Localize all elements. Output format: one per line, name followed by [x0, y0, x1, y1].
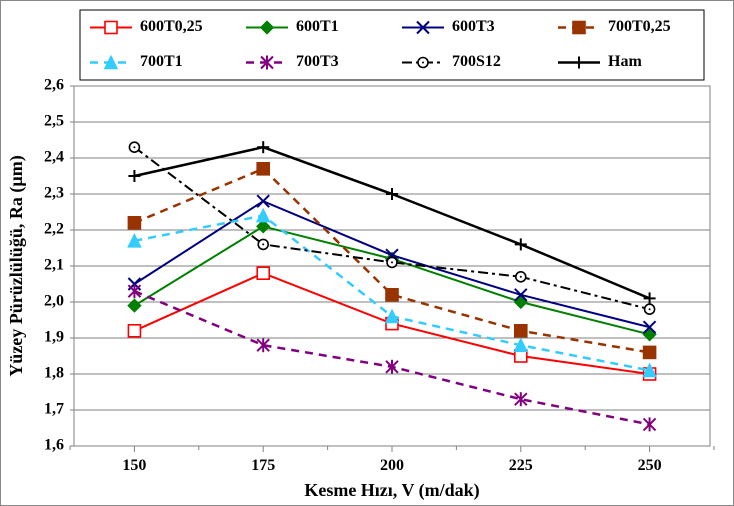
legend-label: 700T1 [140, 53, 183, 70]
legend-label: 600T3 [452, 18, 495, 35]
y-tick-label: 1,8 [44, 365, 64, 382]
y-axis-label: Yüzey Pürüzlülüğü, Ra (µm) [6, 155, 27, 376]
y-tick-label: 2,5 [44, 113, 64, 130]
x-tick-label: 200 [380, 457, 404, 474]
legend-label: Ham [608, 53, 642, 70]
x-tick-label: 150 [122, 457, 146, 474]
y-tick-label: 2,0 [44, 293, 64, 310]
legend: 600T0,25 600T1 600T3 700T0,25 700T1 700T3 700S… [80, 10, 704, 80]
legend-label: 700T0,25 [608, 18, 671, 35]
chart-container: 1,6 1,7 1,8 1,9 2,0 2,1 2,2 2,3 2,4 2,5 2,6 150 175 2… [0, 0, 734, 506]
y-tick-label: 2,3 [44, 185, 64, 202]
legend-label: 700T3 [296, 53, 339, 70]
legend-label: 700S12 [452, 53, 501, 70]
y-tick-label: 2,4 [44, 149, 64, 166]
y-tick-label: 1,7 [44, 401, 64, 418]
x-tick-label: 225 [509, 457, 533, 474]
y-tick-label: 1,9 [44, 329, 64, 346]
legend-label: 600T1 [296, 18, 339, 35]
x-tick-label: 175 [251, 457, 275, 474]
x-axis-label: Kesme Hızı, V (m/dak) [304, 480, 479, 501]
y-tick-label: 2,1 [44, 257, 64, 274]
y-tick-label: 2,2 [44, 221, 64, 238]
chart-svg: 1,6 1,7 1,8 1,9 2,0 2,1 2,2 2,3 2,4 2,5 2,6 150 175 2… [0, 0, 734, 506]
y-tick-label: 2,6 [44, 77, 64, 94]
y-tick-label: 1,6 [44, 437, 64, 454]
x-tick-label: 250 [638, 457, 662, 474]
legend-label: 600T0,25 [140, 18, 203, 35]
